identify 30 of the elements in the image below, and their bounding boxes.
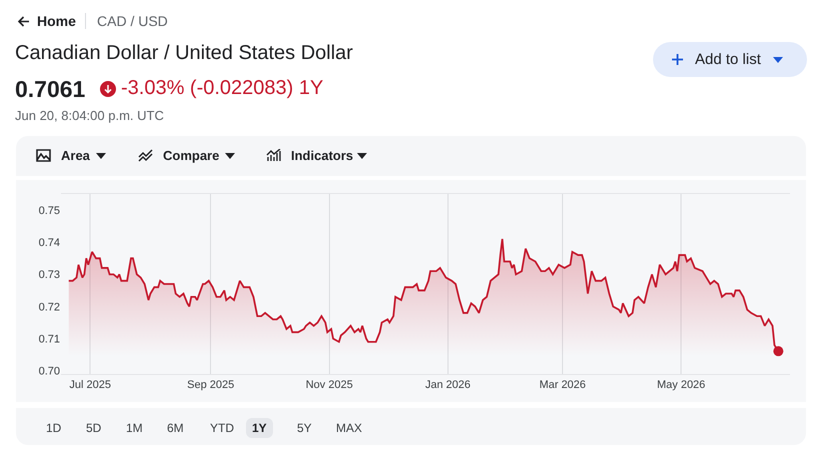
text: 5D (85, 420, 102, 437)
y-tick-label: 0.74 (38, 237, 60, 250)
x-tick-label: Sep 2025 (187, 379, 234, 392)
text: 5Y (296, 420, 313, 437)
y-tick-label: 0.75 (38, 204, 60, 217)
y-tick-label: 0.71 (38, 333, 60, 346)
text: MAX (335, 420, 364, 437)
text: Home (37, 13, 76, 29)
x-tick-label: Mar 2026 (539, 379, 586, 392)
y-tick-label: 0.70 (38, 366, 60, 378)
text: CAD / USD (97, 13, 168, 29)
text: 1D (45, 420, 62, 437)
x-tick-label: May 2026 (656, 379, 706, 392)
text: YTD (209, 420, 235, 437)
chart-subtitle: 0.7061 (15, 76, 86, 103)
x-tick-label: Jan 2026 (425, 379, 470, 392)
chart-title: Canadian Dollar / United States Dollar (15, 42, 353, 65)
y-tick-label: 0.72 (38, 301, 60, 314)
text: Compare (163, 148, 220, 163)
text: Indicators (291, 148, 354, 163)
text: Add to list (695, 51, 761, 68)
x-tick-label: Jul 2025 (69, 379, 111, 392)
y-tick-label: 0.73 (38, 269, 60, 282)
text: 1Y (246, 418, 273, 438)
text: 6M (166, 420, 185, 437)
text: 1M (125, 420, 144, 437)
text: Area (61, 148, 90, 163)
text: -3.03% (-0.022083) 1Y (121, 77, 324, 100)
text: Jun 20, 8:04:00 p.m. UTC (15, 108, 164, 123)
x-tick-label: Nov 2025 (306, 379, 353, 392)
